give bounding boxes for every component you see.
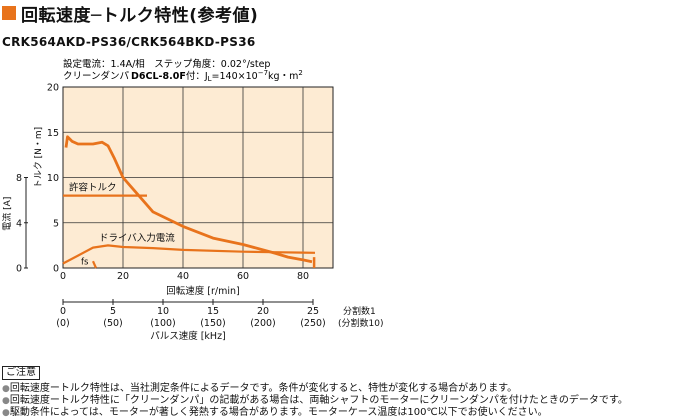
conditions-text: 設定電流：1.4A/相 ステップ角度：0.02°/step クリーンダンパ D6C… [63,58,303,83]
pulse-subtick-label: (150) [200,318,226,329]
orange-square-icon [2,6,16,20]
note-item: ●回転速度ートルク特性は、当社測定条件によるデータです。条件が変化すると、特性が… [2,383,692,395]
inertia-value: =140×10 [212,71,258,82]
y2-axis-label: 電流 [A] [1,197,13,231]
pulse-tick-label: 20 [257,306,269,317]
y2-tick-label: 8 [16,173,22,184]
model-name: CRK564AKD-PS36/CRK564BKD-PS36 [2,35,256,49]
pulse-tick-label: 0 [60,306,66,317]
label-allowable-torque: 許容トルク [69,182,117,194]
inertia-unit: kg・m [268,71,298,82]
pulse-tick-label: 15 [207,306,219,317]
series-line-0 [64,135,313,264]
x-tick-label: 80 [297,271,309,282]
x-axis-label: 回転速度 [r/min] [166,285,239,297]
x-tick-label: 0 [60,271,66,282]
pulse-note-2: (分割数10) [338,317,383,329]
y-tick-label: 0 [53,264,59,275]
y-axis-label: トルク [N・m] [33,127,44,188]
y-tick-label: 15 [47,128,59,139]
pulse-subtick-label: (50) [103,318,123,329]
pulse-subtick-label: (250) [300,318,326,329]
y-tick-label: 5 [53,218,59,229]
pulse-tick-label: 10 [157,306,169,317]
inertia-exponent: −7 [258,69,268,77]
bullet-icon: ● [2,396,10,406]
x-tick-label: 40 [177,271,189,282]
label-fs: fs [81,257,89,267]
x-tick-label: 20 [117,271,129,282]
notes-label: ご注意 [2,366,40,380]
pulse-tick-label: 25 [307,306,319,317]
page-title: 回転速度─トルク特性(参考値) [21,5,259,26]
inertia-subscript: L [208,75,212,83]
inertia-unit-exponent: 2 [298,69,302,77]
y2-tick-label: 4 [16,218,22,229]
note-item: ●回転速度ートルク特性に「クリーンダンパ」の記載がある場合は、両軸シャフトのモー… [2,395,692,407]
conditions-line-2-suffix: 付：J [186,71,208,82]
x-tick-label: 60 [237,271,249,282]
series-lines [62,135,316,269]
pulse-subtick-label: (0) [56,318,69,329]
bullet-icon: ● [2,384,10,394]
y-tick-label: 20 [47,83,59,94]
section-header: 回転速度─トルク特性(参考値) [2,2,259,26]
pulse-subtick-label: (200) [250,318,276,329]
label-driver-current: ドライバ入力電流 [99,232,175,244]
pulse-subtick-label: (100) [150,318,176,329]
y2-tick-label: 0 [16,264,22,275]
note-text: 回転速度ートルク特性は、当社測定条件によるデータです。条件が変化すると、特性が変… [9,383,518,394]
pulse-axis-label: パルス速度 [kHz] [150,330,226,342]
pulse-tick-label: 5 [110,306,116,317]
pulse-note-1: 分割数1 [343,305,376,317]
series-line-3 [91,260,98,269]
notes-section: ご注意 ●回転速度ートルク特性は、当社測定条件によるデータです。条件が変化すると… [2,360,692,419]
conditions-line-1: 設定電流：1.4A/相 ステップ角度：0.02°/step [63,58,270,70]
damper-model: D6CL-8.0F [131,71,186,82]
note-text: 駆動条件によっては、モーターが著しく発熱する場合があります。モーターケース温度は… [9,407,548,418]
note-text: 回転速度ートルク特性に「クリーンダンパ」の記載がある場合は、両軸シャフトのモータ… [9,395,628,406]
note-item: ●駆動条件によっては、モーターが著しく発熱する場合があります。モーターケース温度… [2,407,692,419]
torque-chart: 設定電流：1.4A/相 ステップ角度：0.02°/step クリーンダンパ D6C… [1,58,383,342]
bullet-icon: ● [2,408,10,418]
conditions-line-2: クリーンダンパ D6CL-8.0F付：JL=140×10−7kg・m2 [63,69,303,83]
conditions-line-2-prefix: クリーンダンパ [63,70,130,82]
series-line-2 [62,244,316,265]
y-tick-label: 10 [47,173,59,184]
pulse-axis: 0(0) 5(50) 10(100) 15(150) 20(200) 25(250) 分割数… [56,299,383,342]
axes: 0 20 40 60 80 0 5 10 15 20 0 4 8 トルク [N・m] 電流 [A] 回転速度 … [1,83,309,298]
